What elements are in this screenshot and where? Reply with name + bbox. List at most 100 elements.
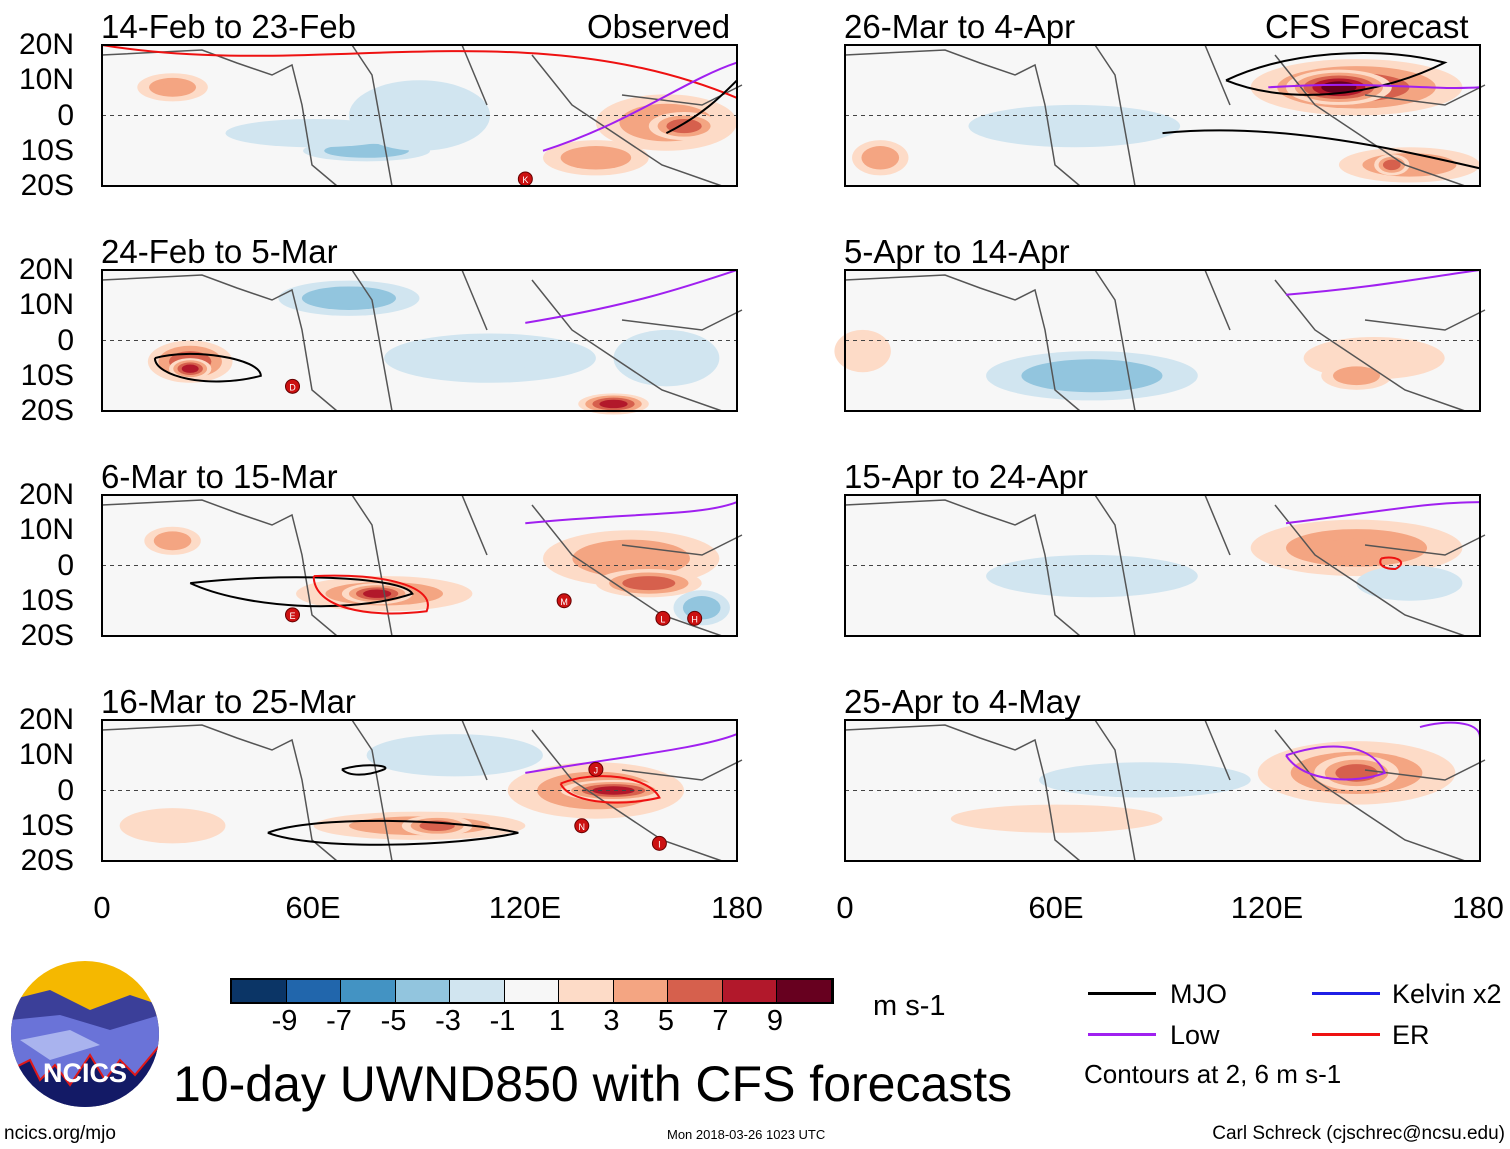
timestamp: Mon 2018-03-26 1023 UTC bbox=[667, 1127, 826, 1142]
wind-anomaly-region bbox=[160, 82, 185, 92]
storm-label: I bbox=[658, 839, 661, 849]
panel-frame bbox=[844, 44, 1481, 187]
y-tick: 20S bbox=[20, 619, 74, 652]
coastline bbox=[101, 719, 743, 862]
contour-line bbox=[542, 61, 738, 152]
colorbar-tick: -9 bbox=[271, 1005, 298, 1037]
contour-line bbox=[101, 44, 738, 99]
contour-line bbox=[312, 574, 429, 615]
wind-anomaly-region bbox=[1382, 574, 1436, 592]
map-panel bbox=[844, 494, 1486, 637]
wind-anomaly-region bbox=[370, 591, 385, 596]
colorbar-tick: 5 bbox=[657, 1005, 675, 1037]
wind-anomaly-region bbox=[606, 401, 621, 407]
wind-anomaly-region bbox=[1321, 538, 1392, 558]
contour-line bbox=[1162, 129, 1481, 170]
coastline bbox=[101, 494, 743, 637]
storm-label: H bbox=[691, 614, 698, 624]
coastline bbox=[101, 269, 743, 412]
colorbar-tick: -1 bbox=[489, 1005, 516, 1037]
y-tick: 10S bbox=[20, 358, 74, 392]
panel-frame bbox=[844, 494, 1481, 637]
panel-frame bbox=[101, 494, 738, 637]
colorbar bbox=[230, 978, 834, 1004]
wind-anomaly-region bbox=[146, 816, 200, 835]
colorbar-swatch bbox=[286, 980, 341, 1002]
storm-marker bbox=[651, 835, 667, 851]
x-tick: 180 bbox=[711, 890, 763, 925]
x-tick: 0 bbox=[93, 890, 111, 925]
panel-title: 16-Mar to 25-Mar bbox=[101, 683, 356, 720]
contour-line bbox=[665, 79, 738, 134]
contour-line bbox=[525, 733, 738, 774]
contour-line bbox=[1268, 83, 1481, 90]
storm-marker bbox=[655, 610, 671, 626]
contour-line bbox=[1285, 501, 1481, 525]
units-label: m s-1 bbox=[873, 990, 946, 1022]
wind-anomaly-region bbox=[1344, 371, 1369, 381]
map-panel bbox=[844, 719, 1486, 862]
legend-kelvin-line bbox=[1312, 992, 1380, 995]
wind-anomaly-region bbox=[269, 126, 358, 141]
colorbar-swatch bbox=[668, 980, 723, 1002]
contour-line bbox=[1285, 745, 1387, 781]
storm-marker bbox=[687, 610, 703, 626]
wind-anomaly-region bbox=[1387, 162, 1397, 168]
panel-frame bbox=[844, 719, 1481, 862]
panel-frame bbox=[844, 269, 1481, 412]
legend-mjo: MJO bbox=[1170, 979, 1227, 1009]
coastline bbox=[844, 494, 1486, 637]
wind-anomaly-region bbox=[870, 151, 890, 164]
wind-anomaly-region bbox=[639, 344, 693, 373]
panel-title: 5-Apr to 14-Apr bbox=[844, 233, 1070, 270]
wind-anomaly-region bbox=[578, 151, 614, 164]
wind-anomaly-region bbox=[601, 549, 661, 568]
colorbar-tick: 3 bbox=[603, 1005, 620, 1037]
panel-title: 14-Feb to 23-Feb bbox=[101, 8, 356, 45]
ncics-logo: NCICS bbox=[11, 961, 159, 1107]
contour-line bbox=[341, 764, 387, 776]
colorbar-swatch bbox=[450, 980, 505, 1002]
contour-line bbox=[267, 819, 519, 846]
colorbar-tick: -3 bbox=[435, 1005, 461, 1037]
colorbar-swatch bbox=[395, 980, 450, 1002]
y-tick: 0 bbox=[57, 773, 74, 807]
wind-anomaly-region bbox=[635, 579, 663, 587]
wind-anomaly-region bbox=[345, 147, 388, 155]
x-tick: 0 bbox=[836, 890, 854, 925]
storm-marker bbox=[574, 818, 590, 834]
storm-label: J bbox=[594, 765, 599, 775]
panel-title: 26-Mar to 4-Apr bbox=[844, 8, 1076, 45]
figure-title: 10-day UWND850 with CFS forecasts bbox=[173, 1056, 1013, 1112]
wind-anomaly-region bbox=[185, 366, 195, 371]
wind-anomaly-region bbox=[692, 601, 712, 614]
storm-marker bbox=[588, 761, 604, 777]
y-tick: 20N bbox=[18, 703, 74, 736]
y-tick: 10S bbox=[20, 133, 74, 167]
colorbar-swatch bbox=[777, 980, 832, 1002]
wind-anomaly-region bbox=[325, 292, 373, 305]
contour-line bbox=[1379, 556, 1403, 571]
contour-line bbox=[1285, 269, 1481, 296]
x-tick: 120E bbox=[1230, 890, 1304, 925]
x-tick: 60E bbox=[285, 890, 341, 925]
colorbar-tick: -7 bbox=[326, 1005, 352, 1037]
contour-note: Contours at 2, 6 m s-1 bbox=[1084, 1059, 1342, 1089]
map-panel: E M L H bbox=[101, 494, 743, 637]
logo-text: NCICS bbox=[43, 1058, 127, 1088]
storm-label: D bbox=[289, 382, 296, 392]
panel-frame bbox=[101, 269, 738, 412]
y-tick: 0 bbox=[57, 98, 74, 132]
colorbar-tick: 7 bbox=[712, 1005, 729, 1037]
legend-kelvin: Kelvin x2 bbox=[1392, 979, 1502, 1009]
wind-anomaly-region bbox=[1003, 811, 1110, 826]
panel-title: 25-Apr to 4-May bbox=[844, 683, 1081, 720]
legend-er: ER bbox=[1392, 1020, 1430, 1050]
y-tick: 10S bbox=[20, 808, 74, 842]
y-tick: 20S bbox=[20, 844, 74, 877]
x-tick: 60E bbox=[1028, 890, 1084, 925]
site-link[interactable]: ncics.org/mjo bbox=[4, 1123, 116, 1144]
legend-low: Low bbox=[1170, 1020, 1220, 1050]
wind-anomaly-region bbox=[675, 122, 693, 130]
legend-er-line bbox=[1312, 1033, 1380, 1036]
